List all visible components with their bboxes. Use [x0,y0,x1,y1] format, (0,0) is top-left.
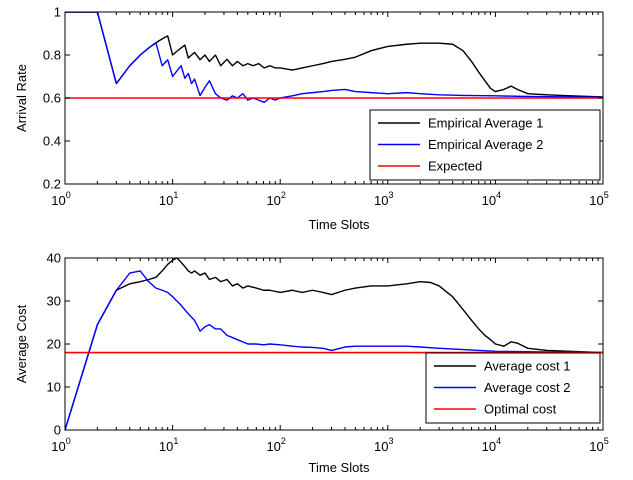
x-tick-label: 100 [51,190,70,208]
series-line-2 [65,12,603,104]
y-tick-label: 0.4 [43,134,61,149]
x-tick-label: 101 [159,436,178,454]
y-tick-label: 0.2 [43,177,61,192]
chart-1: 100 101 102 103 104 105 0.2 0.4 0.6 0.8 1 Time Slot… [14,5,609,233]
y-tick-label: 10 [47,380,61,395]
y-axis-label: Arrival Rate [14,64,29,132]
y-axis-label: Average Cost [14,304,29,383]
y-tick-label: 0.6 [43,91,61,106]
x-axis-label: Time Slots [309,217,370,232]
x-tick-label: 102 [266,436,285,454]
x-tick-label: 103 [374,190,393,208]
series-line-1 [65,258,603,430]
series-line-2 [65,270,603,430]
x-tick-label: 105 [589,436,608,454]
y-tick-label: 0.8 [43,48,61,63]
series-line-1 [65,12,603,98]
x-tick-label: 100 [51,436,70,454]
x-tick-label: 104 [482,190,501,208]
legend: Empirical Average 1 Empirical Average 2 Ex… [369,109,601,181]
y-tick-label: 40 [47,251,61,266]
x-tick-label: 101 [159,190,178,208]
legend-label-3: Optimal cost [484,402,557,417]
legend: Average cost 1 Average cost 2 Optimal cost [425,352,601,424]
y-tick-label: 1 [54,5,61,20]
legend-label-2: Empirical Average 2 [428,137,543,152]
y-tick-label: 30 [47,294,61,309]
legend-label-3: Expected [428,159,482,174]
x-tick-label: 102 [266,190,285,208]
legend-label-1: Empirical Average 1 [428,116,543,131]
legend-label-1: Average cost 1 [484,359,570,374]
x-tick-label: 104 [482,436,501,454]
y-tick-label: 0 [54,423,61,438]
x-tick-label: 105 [589,190,608,208]
legend-label-2: Average cost 2 [484,380,570,395]
x-axis-label: Time Slots [309,460,370,475]
y-tick-label: 20 [47,337,61,352]
x-tick-label: 103 [374,436,393,454]
chart-2: 100 101 102 103 104 105 0 10 20 30 40 Time Slots Ave… [14,251,609,476]
